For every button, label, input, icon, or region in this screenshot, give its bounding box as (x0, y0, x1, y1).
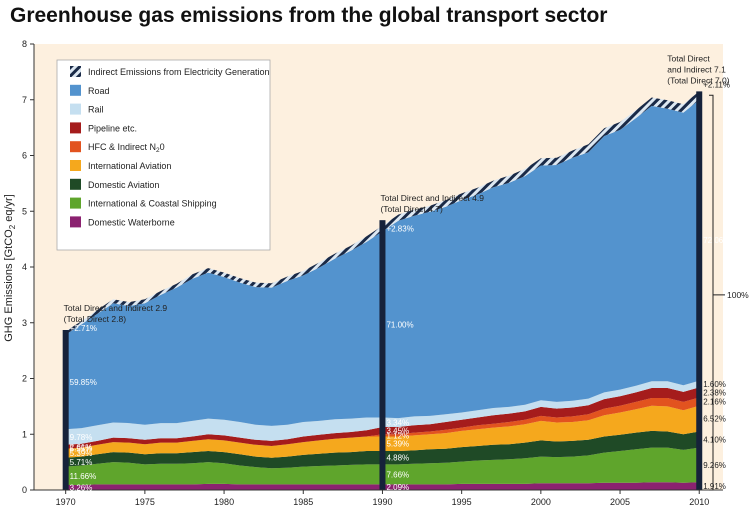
annotation-1990-line: (Total Direct 4.7) (380, 204, 443, 214)
y-tick-label: 7 (22, 95, 27, 105)
percent-label-1970: 2.61% (70, 443, 93, 452)
x-tick-label: 2005 (610, 497, 630, 507)
chart-title: Greenhouse gas emissions from the global… (10, 4, 608, 27)
legend-swatch (70, 178, 81, 190)
percent-label-1970: 5.39% (70, 449, 93, 458)
legend-swatch (70, 84, 81, 96)
percent-label-1970: 5.71% (70, 458, 93, 467)
percent-label-1970: 11.66% (70, 472, 97, 481)
y-tick-label: 5 (22, 206, 27, 216)
percent-label-1990: 3.45% (386, 427, 409, 436)
annotation-2010-line: Total Direct (667, 53, 710, 63)
percent-label-1990: 71.00% (386, 320, 413, 329)
legend-label: Rail (88, 105, 104, 115)
legend-label: Pipeline etc. (88, 123, 137, 133)
percent-label-2010: 2.38% (703, 388, 726, 397)
y-tick-label: 8 (22, 39, 27, 49)
percent-label-1990: 4.88% (386, 454, 409, 463)
total-bar-1970 (62, 329, 69, 490)
series-pipeline-etc-area (65, 387, 700, 449)
legend-swatch (70, 197, 81, 209)
legend-swatch (70, 103, 81, 115)
series-international-aviation-area (65, 405, 700, 458)
percent-label-1990: 5.39% (386, 440, 409, 449)
legend-label: Indirect Emissions from Electricity Gene… (88, 67, 270, 77)
x-tick-label: 1985 (293, 497, 313, 507)
legend-swatch (70, 216, 81, 228)
percent-label-2010: 9.26% (703, 461, 726, 470)
legend-label: Road (88, 86, 110, 96)
series-domestic-aviation-area (65, 430, 700, 469)
total-bracket (709, 94, 714, 491)
legend-label: HFC & Indirect N20 (88, 142, 165, 154)
y-tick-label: 3 (22, 318, 27, 328)
legend-label: Domestic Waterborne (88, 217, 175, 227)
percent-label-1970: 5.55% (70, 445, 93, 454)
x-tick-label: 1975 (135, 497, 155, 507)
annotation-2010-line: and Indirect 7.1 (667, 64, 726, 74)
series-rail-area (65, 380, 700, 445)
percent-label-2010: 2.16% (703, 398, 726, 407)
bracket-label: 100% (727, 290, 749, 300)
percent-label-1990: +2.83% (386, 225, 413, 234)
percent-label-1990: 1.12% (386, 431, 409, 440)
annotation-1970-line: (Total Direct 2.8) (64, 314, 127, 324)
y-tick-label: 4 (22, 262, 27, 272)
percent-label-1990: 2.09% (386, 483, 409, 492)
percent-label-1970: 3.26% (70, 483, 93, 492)
legend-box (56, 59, 271, 251)
percent-label-1990: 7.66% (386, 470, 409, 479)
x-tick-label: 1980 (214, 497, 234, 507)
series-indirect-emissions-from-electricity-generation-area (65, 91, 700, 335)
x-tick-label: 2000 (531, 497, 551, 507)
y-tick-label: 1 (22, 429, 27, 439)
total-bar-1990 (379, 220, 386, 491)
percent-label-1970: 9.78% (70, 433, 93, 442)
annotation-1990-line: Total Direct and Indirect 4.9 (380, 193, 484, 203)
x-tick-label: 2010 (689, 497, 709, 507)
legend-label: Domestic Aviation (88, 180, 159, 190)
y-tick-label: 0 (22, 485, 27, 495)
y-axis-label: GHG Emissions [GtCO2 eq/yr] (3, 194, 17, 342)
y-tick-label: 6 (22, 151, 27, 161)
percent-label-2010: 6.52% (703, 415, 726, 424)
y-tick-label: 2 (22, 374, 27, 384)
percent-label-2010: 72.06% (703, 236, 730, 245)
legend-swatch (70, 66, 81, 77)
legend-swatch (70, 122, 81, 134)
legend-label: International Aviation (88, 161, 171, 171)
x-tick-label: 1970 (56, 497, 76, 507)
annotation-2010-line: (Total Direct 7.0) (667, 75, 730, 85)
percent-label-2010: +2.11% (703, 80, 730, 89)
percent-label-1970: 59.85% (70, 378, 97, 387)
percent-label-1990: 3.34% (386, 418, 409, 427)
percent-label-2010: 4.10% (703, 436, 726, 445)
legend-swatch (70, 160, 81, 171)
x-tick-label: 1990 (372, 497, 392, 507)
percent-label-2010: 1.60% (703, 380, 726, 389)
total-bar-2010 (696, 91, 703, 490)
percent-label-2010: 1.91% (703, 482, 726, 491)
percent-label-1970: +2.71% (70, 324, 97, 333)
series-hfc-indirect-n-o-area (65, 397, 700, 449)
x-tick-label: 1995 (452, 497, 472, 507)
legend-swatch (70, 141, 81, 153)
legend-label: International & Coastal Shipping (88, 199, 217, 209)
annotation-1970-line: Total Direct and Indirect 2.9 (64, 303, 168, 313)
